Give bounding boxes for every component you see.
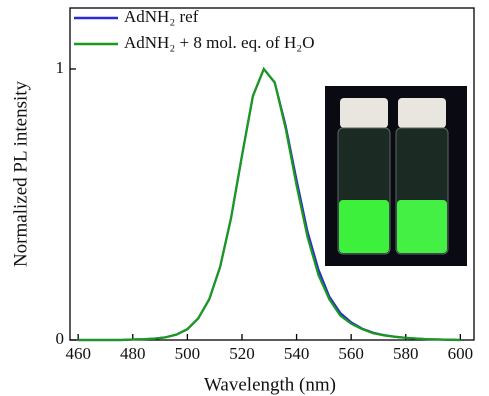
- y-tick-label: 0: [56, 329, 65, 348]
- x-tick-label: 480: [120, 344, 146, 363]
- series-line: [78, 66, 461, 342]
- plot-frame: [69, 7, 475, 341]
- x-axis-title: Wavelength (nm): [204, 374, 336, 395]
- legend-label: AdNH₂ + 8 mol. eq. of H₂O: [124, 33, 314, 52]
- y-tick-label: 1: [56, 58, 65, 77]
- x-tick-label: 460: [65, 344, 91, 363]
- vial-liquid: [339, 200, 389, 253]
- legend-label: AdNH₂ ref: [124, 7, 199, 26]
- x-tick-label: 560: [338, 344, 364, 363]
- x-tick-label: 500: [175, 344, 201, 363]
- vial-cap: [398, 98, 446, 128]
- x-tick-label: 540: [284, 344, 310, 363]
- x-tick-label: 520: [229, 344, 255, 363]
- x-tick-label: 580: [393, 344, 419, 363]
- vial-cap: [340, 98, 388, 128]
- photo-inset: [325, 86, 467, 266]
- x-tick-label: 600: [448, 344, 474, 363]
- vial-liquid: [397, 200, 447, 253]
- y-axis-title: Normalized PL intensity: [10, 80, 31, 267]
